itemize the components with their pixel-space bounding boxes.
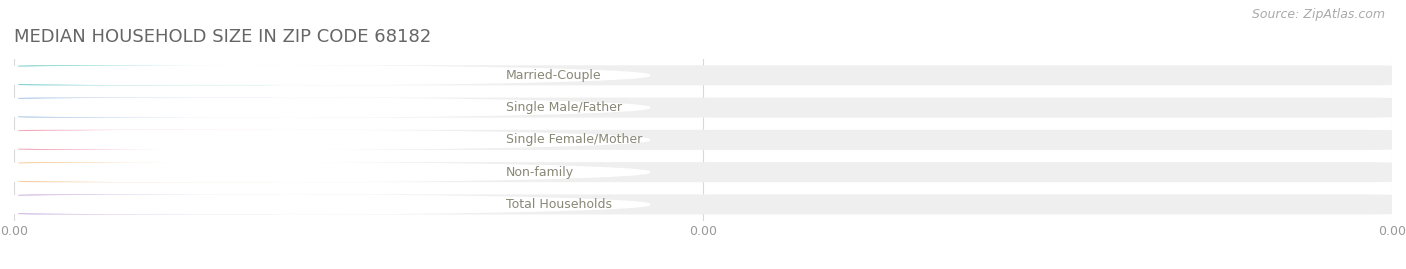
Text: Non-family: Non-family [506, 166, 574, 179]
Circle shape [0, 98, 650, 117]
FancyBboxPatch shape [14, 98, 1392, 118]
Text: Source: ZipAtlas.com: Source: ZipAtlas.com [1251, 8, 1385, 21]
FancyBboxPatch shape [14, 194, 1392, 214]
Text: 0.00: 0.00 [245, 198, 276, 211]
FancyBboxPatch shape [14, 130, 1392, 150]
FancyBboxPatch shape [14, 65, 1392, 85]
Text: Total Households: Total Households [506, 198, 612, 211]
FancyBboxPatch shape [18, 98, 283, 118]
Text: 0.00: 0.00 [245, 133, 276, 146]
Circle shape [0, 162, 650, 182]
Circle shape [0, 195, 650, 214]
Text: Single Female/Mother: Single Female/Mother [506, 133, 643, 146]
Circle shape [0, 66, 650, 85]
Text: 0.00: 0.00 [245, 69, 276, 82]
FancyBboxPatch shape [14, 162, 208, 182]
FancyBboxPatch shape [18, 65, 283, 85]
Text: Single Male/Father: Single Male/Father [506, 101, 621, 114]
Circle shape [0, 130, 650, 150]
FancyBboxPatch shape [14, 98, 208, 118]
FancyBboxPatch shape [14, 194, 208, 214]
FancyBboxPatch shape [14, 130, 208, 150]
FancyBboxPatch shape [18, 194, 283, 214]
FancyBboxPatch shape [14, 65, 208, 85]
FancyBboxPatch shape [18, 162, 283, 182]
Text: 0.00: 0.00 [245, 101, 276, 114]
FancyBboxPatch shape [18, 130, 283, 150]
FancyBboxPatch shape [14, 162, 1392, 182]
Text: 0.00: 0.00 [245, 166, 276, 179]
Text: MEDIAN HOUSEHOLD SIZE IN ZIP CODE 68182: MEDIAN HOUSEHOLD SIZE IN ZIP CODE 68182 [14, 28, 432, 46]
Text: Married-Couple: Married-Couple [506, 69, 602, 82]
